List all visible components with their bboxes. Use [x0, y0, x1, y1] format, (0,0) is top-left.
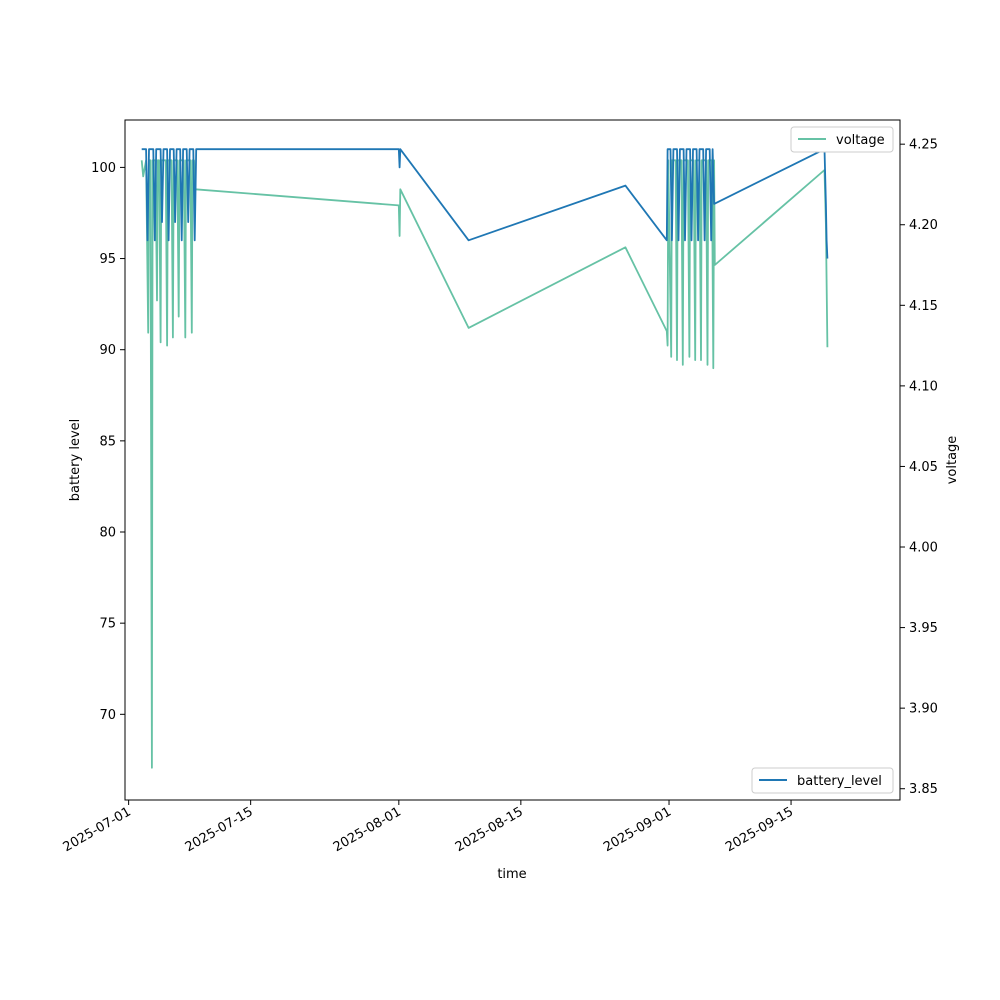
y-right-tick-label: 4.05: [909, 460, 938, 475]
y-left-tick-label: 95: [99, 252, 116, 267]
legend-voltage: voltage: [790, 126, 894, 153]
legend-voltage-box: [790, 126, 894, 153]
series-line-battery-level: [141, 148, 829, 259]
legend-battery-level-box: [751, 767, 894, 794]
x-axis-title: time: [497, 867, 526, 882]
y-right-tick-label: 3.85: [909, 782, 938, 797]
y-axis-left-title: battery level: [68, 419, 83, 502]
x-tick-label: 2025-08-15: [453, 804, 526, 855]
legend-battery-level-label: battery_level: [797, 774, 882, 789]
y-left-tick-label: 100: [91, 161, 116, 176]
plot-frame: [124, 119, 901, 801]
legend-battery-level: battery_level: [751, 767, 894, 794]
y-left-tick-label: 70: [99, 708, 116, 723]
y-right-tick-label: 4.20: [909, 218, 938, 233]
y-right-tick-label: 4.25: [909, 138, 938, 153]
series-line-voltage: [140, 159, 829, 769]
x-axis: 2025-07-01 2025-07-15 2025-08-01 2025-08-15…: [61, 800, 796, 855]
plot-lines: [140, 148, 829, 769]
y-right-tick-label: 4.10: [909, 379, 938, 394]
x-tick-label: 2025-07-01: [61, 804, 134, 855]
x-tick-label: 2025-08-01: [331, 804, 404, 855]
y-axis-left: 70 75 80 85 90 95 100: [91, 161, 125, 723]
x-tick-label: 2025-09-01: [601, 804, 674, 855]
y-axis-right-title: voltage: [945, 436, 960, 485]
y-left-tick-label: 75: [99, 617, 116, 632]
y-right-tick-label: 4.00: [909, 541, 938, 556]
x-tick-label: 2025-09-15: [723, 804, 796, 855]
y-right-tick-label: 3.90: [909, 702, 938, 717]
y-left-tick-label: 90: [99, 343, 116, 358]
y-axis-right: 3.85 3.90 3.95 4.00 4.05 4.10 4.15 4.20 4.25: [900, 138, 938, 797]
y-right-tick-label: 4.15: [909, 299, 938, 314]
y-left-tick-label: 80: [99, 526, 116, 541]
legend-voltage-label: voltage: [836, 133, 885, 148]
y-right-tick-label: 3.95: [909, 621, 938, 636]
x-tick-label: 2025-07-15: [183, 804, 256, 855]
y-left-tick-label: 85: [99, 434, 116, 449]
